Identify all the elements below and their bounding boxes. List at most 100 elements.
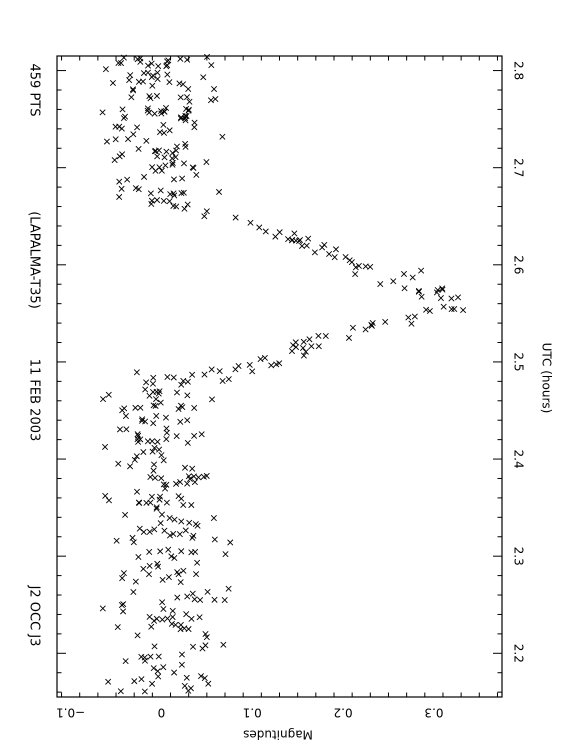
data-point — [303, 242, 310, 249]
data-point — [109, 79, 116, 87]
data-point — [183, 674, 190, 681]
data-point — [173, 147, 180, 154]
data-point — [191, 479, 198, 486]
data-point — [136, 525, 143, 532]
data-point — [178, 518, 185, 525]
data-point — [119, 106, 126, 113]
data-point — [150, 72, 157, 79]
data-point — [144, 438, 151, 445]
data-point — [115, 59, 122, 66]
data-point — [159, 599, 166, 606]
data-point — [345, 334, 353, 341]
data-point — [152, 474, 159, 481]
data-point — [145, 62, 152, 69]
data-point — [171, 192, 178, 199]
data-point — [418, 267, 425, 274]
data-point — [137, 404, 144, 411]
data-point — [152, 402, 159, 409]
data-point — [176, 80, 183, 87]
data-point — [197, 596, 204, 604]
data-point — [166, 532, 173, 539]
data-point — [207, 97, 214, 104]
data-point — [148, 60, 155, 67]
data-point — [182, 527, 189, 534]
data-point — [155, 63, 162, 70]
utc-tick-label: 2.5 — [512, 352, 526, 371]
x-axis-label: UTC (hours) — [540, 343, 554, 414]
data-point — [157, 493, 164, 500]
data-point — [332, 246, 340, 253]
data-point — [102, 443, 109, 450]
data-point — [147, 190, 154, 197]
data-point — [210, 515, 217, 522]
data-point — [132, 578, 139, 585]
data-point — [178, 548, 185, 555]
data-point — [136, 499, 143, 506]
data-point — [157, 520, 164, 527]
data-point — [367, 263, 374, 270]
data-point — [184, 593, 191, 600]
data-point — [105, 497, 113, 504]
data-point — [291, 230, 298, 237]
data-point — [181, 464, 189, 471]
data-point — [153, 505, 160, 512]
data-point — [165, 57, 172, 64]
data-point — [163, 148, 170, 155]
data-point — [182, 140, 189, 147]
data-point — [179, 175, 186, 182]
data-point — [401, 285, 408, 292]
data-point — [116, 178, 123, 185]
data-point — [439, 286, 446, 293]
data-point — [181, 205, 188, 212]
data-point — [216, 188, 223, 195]
data-point — [331, 254, 338, 261]
data-point — [377, 281, 384, 288]
data-point — [227, 539, 234, 546]
data-point — [133, 453, 140, 460]
data-point — [203, 53, 211, 60]
data-point — [183, 611, 190, 618]
data-point — [122, 113, 129, 120]
title-part: 459 PTS — [27, 64, 42, 117]
data-point — [137, 436, 144, 443]
data-point — [140, 449, 147, 456]
data-point — [173, 143, 180, 150]
data-point — [180, 567, 187, 574]
data-point — [368, 322, 375, 329]
data-point — [103, 138, 110, 145]
data-point — [178, 190, 185, 197]
data-point — [120, 608, 127, 615]
data-point — [256, 224, 263, 231]
data-point — [186, 98, 193, 105]
mag-tick-label: 0.3 — [424, 706, 443, 720]
data-point — [177, 418, 184, 425]
data-point — [151, 461, 158, 468]
data-point — [415, 288, 422, 295]
data-point — [133, 488, 141, 495]
data-point — [201, 675, 208, 682]
utc-tick-label: 2.4 — [512, 450, 526, 469]
data-point — [221, 597, 228, 604]
data-point — [167, 191, 174, 198]
data-point — [150, 665, 157, 672]
data-point — [111, 157, 118, 164]
data-point — [144, 69, 151, 76]
data-point — [208, 396, 216, 403]
data-point — [151, 526, 158, 533]
data-point — [352, 271, 359, 278]
utc-tick-label: 2.2 — [512, 644, 526, 663]
data-point — [146, 528, 153, 535]
data-point — [205, 680, 212, 687]
data-point — [161, 129, 168, 136]
data-point — [154, 153, 161, 160]
data-point — [185, 473, 192, 480]
data-point — [158, 167, 165, 174]
data-point — [178, 661, 185, 668]
data-point — [272, 233, 279, 240]
data-point — [390, 278, 397, 285]
data-point — [178, 651, 185, 658]
data-point — [409, 274, 416, 281]
data-point — [177, 478, 184, 486]
data-point — [200, 473, 207, 480]
data-point — [177, 94, 184, 101]
